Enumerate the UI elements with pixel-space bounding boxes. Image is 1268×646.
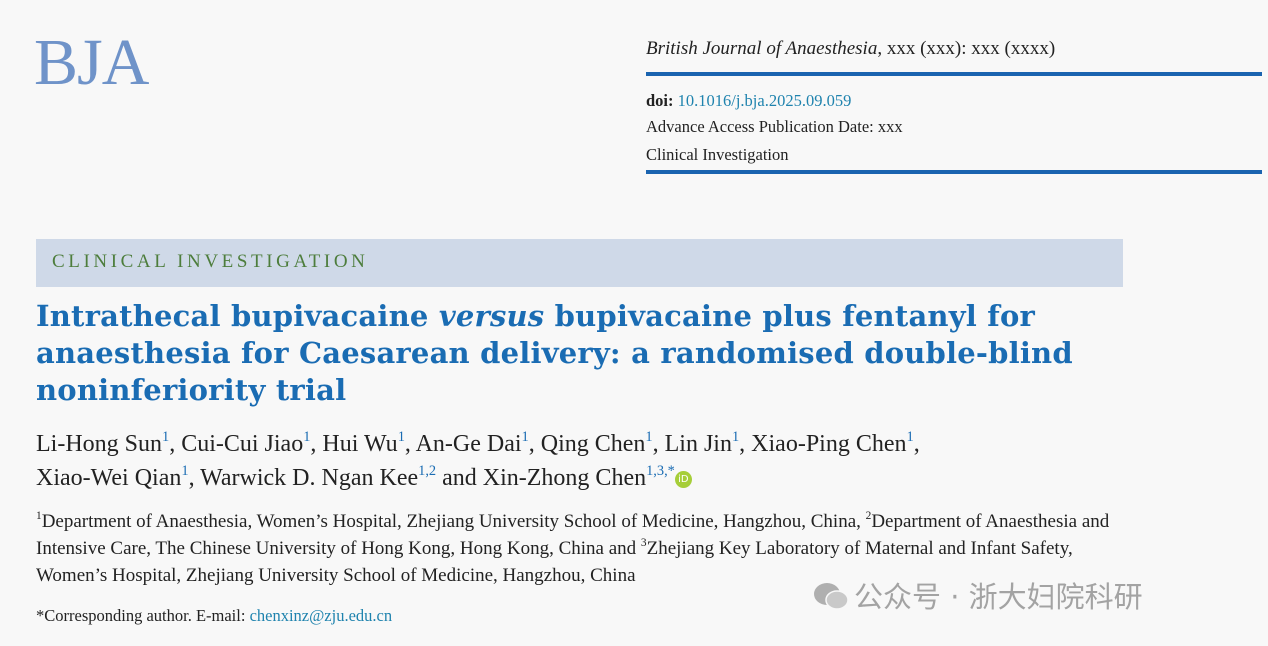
header-rule-bottom <box>646 170 1262 174</box>
author-name: An-Ge Dai <box>415 431 522 457</box>
journal-citation: British Journal of Anaesthesia, xxx (xxx… <box>646 38 1055 60</box>
author-affiliation-marker: 1 <box>645 428 653 445</box>
affiliation-text: Department of Anaesthesia, Women’s Hospi… <box>41 511 866 532</box>
author-name: Cui-Cui Jiao <box>181 431 304 457</box>
author-affiliation-marker: 1,2 <box>418 462 437 479</box>
journal-logo: BJA <box>34 26 149 99</box>
author-affiliation-marker: 1 <box>303 428 311 445</box>
author-affiliation-marker: 1 <box>731 428 740 445</box>
author-name: Qing Chen <box>540 431 646 457</box>
watermark-text: 公众号 · 浙大妇院科研 <box>854 580 1143 614</box>
author-name: Lin Jin <box>664 431 732 457</box>
article-meta: doi: 10.1016/j.bja.2025.09.059 Advance A… <box>646 88 903 168</box>
journal-name: British Journal of Anaesthesia <box>646 38 878 59</box>
author-name: Warwick D. Ngan Kee <box>200 465 419 491</box>
author-name: Hui Wu <box>322 431 398 457</box>
author-name: Li-Hong Sun <box>36 431 162 457</box>
title-italic: versus <box>438 299 545 333</box>
advance-access-date: Advance Access Publication Date: xxx <box>646 117 903 136</box>
title-text: Intrathecal bupivacaine <box>36 299 439 333</box>
author-name: Xiao-Wei Qian <box>36 465 182 491</box>
affiliation-number: 2 <box>865 510 872 523</box>
orcid-icon[interactable]: iD <box>674 471 692 488</box>
header-rule-top <box>646 72 1262 76</box>
author-list: Li-Hong Sun1, Cui-Cui Jiao1, Hui Wu1, An… <box>36 428 920 491</box>
author-affiliation-marker: 1 <box>397 428 405 445</box>
affiliation-number: 1 <box>36 510 42 523</box>
section-banner-label: CLINICAL INVESTIGATION <box>52 251 369 272</box>
corresponding-author: *Corresponding author. E-mail: chenxinz@… <box>36 606 392 626</box>
article-section: Clinical Investigation <box>646 145 789 164</box>
affiliations: 1Department of Anaesthesia, Women’s Hosp… <box>36 508 1136 589</box>
section-banner: CLINICAL INVESTIGATION <box>36 239 1123 287</box>
email-link[interactable]: chenxinz@zju.edu.cn <box>249 606 393 625</box>
author-name: Xin-Zhong Chen <box>482 465 647 491</box>
author-affiliation-marker: 1,3,* <box>646 462 675 479</box>
doi-label: doi: <box>646 91 674 110</box>
author-name: Xiao-Ping Chen <box>751 431 907 457</box>
affiliation-number: 3 <box>640 537 647 550</box>
author-conjunction: and <box>442 465 477 491</box>
author-affiliation-marker: 1 <box>521 428 529 445</box>
wechat-icon <box>814 583 849 610</box>
author-affiliation-marker: 1 <box>162 428 170 445</box>
corresponding-label: *Corresponding author. E-mail: <box>36 606 250 625</box>
author-affiliation-marker: 1 <box>906 428 914 445</box>
title-text: bupivacaine plus fentanyl for anaesthesi… <box>36 299 1073 407</box>
author-affiliation-marker: 1 <box>181 462 189 479</box>
article-title: Intrathecal bupivacaine versus bupivacai… <box>36 298 1136 409</box>
affiliation-text: Department of Anaesthesia and Intensive … <box>36 511 1110 559</box>
doi-link[interactable]: 10.1016/j.bja.2025.09.059 <box>677 91 852 110</box>
journal-volume: , xxx (xxx): xxx (xxxx) <box>877 38 1056 59</box>
watermark: 公众号 · 浙大妇院科研 <box>812 574 1143 616</box>
affiliation-text: Zhejiang Key Laboratory of Maternal and … <box>36 538 1073 586</box>
